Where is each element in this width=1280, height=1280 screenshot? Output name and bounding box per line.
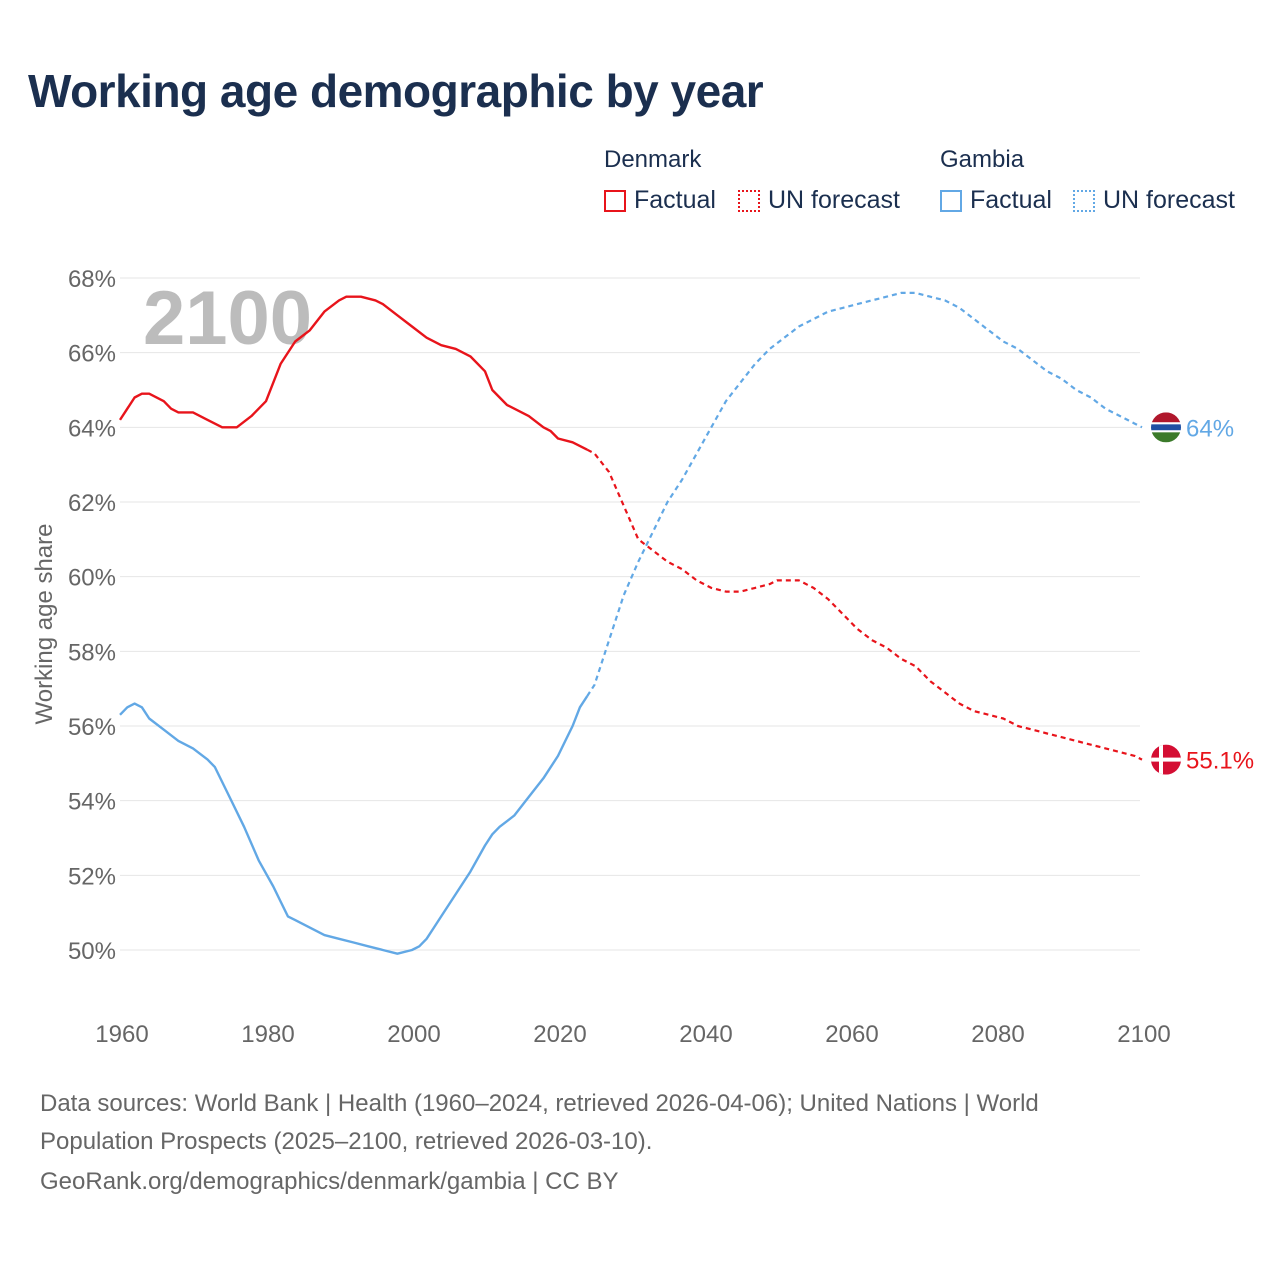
y-tick-label: 54% [68, 789, 116, 816]
denmark-forecast-line [586, 448, 1143, 761]
legend-denmark-factual[interactable]: Factual [604, 186, 716, 215]
legend-label: Factual [970, 186, 1052, 214]
legend-swatch-dotted [1073, 189, 1095, 212]
x-axis-ticks: 1960 1980 2000 2020 2040 2060 2080 2100 [95, 1021, 1170, 1048]
gridlines [120, 277, 1140, 951]
y-axis-label: Working age share [31, 524, 58, 725]
legend-group-denmark: Denmark [604, 146, 702, 173]
legend-label: Factual [634, 186, 716, 214]
legend-gambia-forecast[interactable]: UN forecast [1073, 186, 1235, 215]
series-lines [118, 291, 1143, 955]
legend-swatch-solid [940, 189, 962, 212]
end-value-label: 64% [1186, 415, 1234, 442]
end-markers: 55.1% 64% [1151, 412, 1254, 775]
x-tick-label: 2000 [387, 1021, 440, 1048]
y-tick-label: 66% [68, 341, 116, 368]
y-tick-label: 68% [68, 266, 116, 293]
legend-swatch-solid [604, 189, 626, 212]
denmark-factual-line [118, 295, 588, 451]
chart-title: Working age demographic by year [28, 65, 764, 117]
end-value-label: 55.1% [1186, 748, 1254, 775]
line-chart: 50% 52% 54% 56% 58% 60% 62% 64% 66% 68% 1960 1980 2… [31, 266, 1254, 1048]
denmark-flag-icon [1151, 744, 1181, 775]
footer-sources-1: Data sources: World Bank | Health (1960–… [40, 1090, 1039, 1117]
footer-attribution[interactable]: GeoRank.org/demographics/denmark/gambia … [40, 1168, 619, 1195]
x-tick-label: 2060 [825, 1021, 878, 1048]
y-tick-label: 64% [68, 415, 116, 442]
year-overlay: 2100 [143, 276, 312, 361]
y-tick-label: 52% [68, 863, 116, 890]
x-tick-label: 1960 [95, 1021, 148, 1048]
legend-label: UN forecast [768, 186, 900, 214]
y-tick-label: 60% [68, 565, 116, 592]
gambia-flag-icon [1151, 412, 1181, 443]
legend-swatch-dotted [738, 189, 760, 212]
y-tick-label: 50% [68, 938, 116, 965]
footer-sources-2: Population Prospects (2025–2100, retriev… [40, 1128, 653, 1155]
legend-gambia-factual[interactable]: Factual [940, 186, 1052, 215]
x-tick-label: 1980 [241, 1021, 294, 1048]
legend-group-gambia: Gambia [940, 146, 1025, 173]
y-tick-label: 58% [68, 639, 116, 666]
x-tick-label: 2080 [971, 1021, 1024, 1048]
x-tick-label: 2100 [1117, 1021, 1170, 1048]
gambia-factual-line [119, 695, 589, 955]
x-tick-label: 2040 [679, 1021, 732, 1048]
x-tick-label: 2020 [533, 1021, 586, 1048]
legend-label: UN forecast [1103, 186, 1235, 214]
y-axis-ticks: 50% 52% 54% 56% 58% 60% 62% 64% 66% 68% [68, 266, 116, 965]
y-tick-label: 62% [68, 490, 116, 517]
y-tick-label: 56% [68, 714, 116, 741]
legend-denmark-forecast[interactable]: UN forecast [738, 186, 900, 215]
